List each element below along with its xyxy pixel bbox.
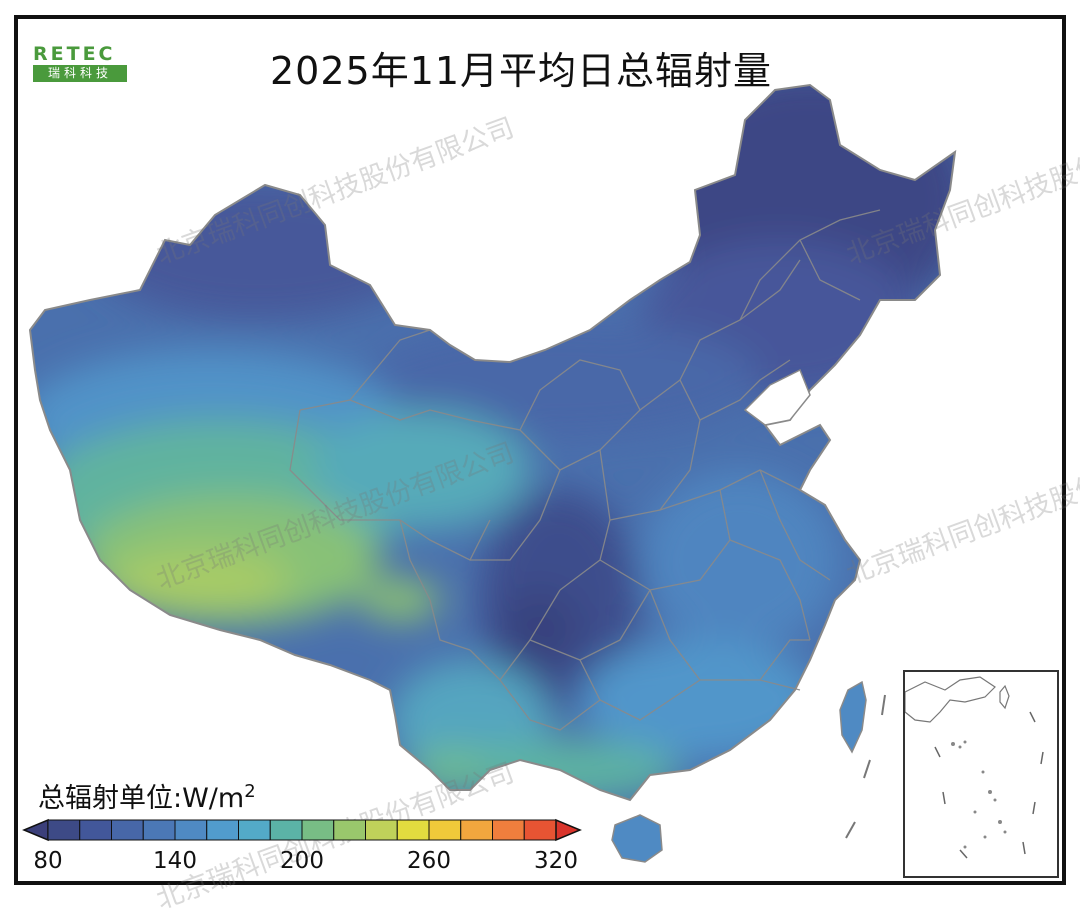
inset-islands (951, 740, 1007, 849)
colorbar-segment (238, 819, 271, 841)
legend-colorbar (22, 818, 582, 842)
colorbar-segment (333, 819, 366, 841)
legend-unit-label: 总辐射单位:W/m2 (38, 776, 256, 815)
hainan-island (611, 814, 663, 863)
colorbar-tick-label: 140 (153, 848, 197, 874)
colorbar-segment (428, 819, 462, 841)
inset-taiwan (999, 684, 1010, 710)
colorbar-under-arrow (22, 818, 49, 842)
map-title: 2025年11月平均日总辐射量 (270, 49, 773, 93)
company-logo: RETEC 瑞科科技 (33, 44, 127, 82)
colorbar-segment (460, 819, 493, 841)
province-boundaries (289, 209, 881, 731)
colorbar-segment (396, 819, 430, 841)
bohai-sea (743, 368, 811, 426)
colorbar-segment (269, 819, 303, 841)
colorbar-segment (206, 819, 239, 841)
colorbar-segment (47, 819, 81, 841)
colorbar-over-arrow (555, 818, 582, 842)
colorbar-segment (523, 819, 557, 841)
logo-brand: RETEC (33, 43, 116, 65)
south-china-sea-inset (903, 670, 1059, 878)
inset-map (904, 676, 1044, 859)
colorbar-segment (79, 819, 112, 841)
inset-coast (904, 676, 996, 723)
logo-subtitle: 瑞科科技 (33, 65, 127, 82)
taiwan-island (839, 680, 867, 754)
legend-unit-text: 总辐射单位:W/m (38, 783, 245, 814)
colorbar-segment (301, 819, 335, 841)
colorbar-segment (111, 819, 144, 841)
nine-dash-marks (845, 694, 886, 839)
colorbar-segment (142, 819, 176, 841)
legend-unit-superscript: 2 (244, 781, 256, 802)
radiation-map (28, 83, 957, 863)
colorbar-segment (174, 819, 208, 841)
colorbar-tick-label: 200 (280, 848, 324, 874)
inset-dashes (934, 711, 1044, 859)
colorbar-segment (365, 819, 398, 841)
colorbar-tick-label: 260 (407, 848, 451, 874)
colorbar-tick-label: 320 (534, 848, 578, 874)
colorbar-tick-label: 80 (33, 848, 63, 874)
colorbar-segment (492, 819, 525, 841)
